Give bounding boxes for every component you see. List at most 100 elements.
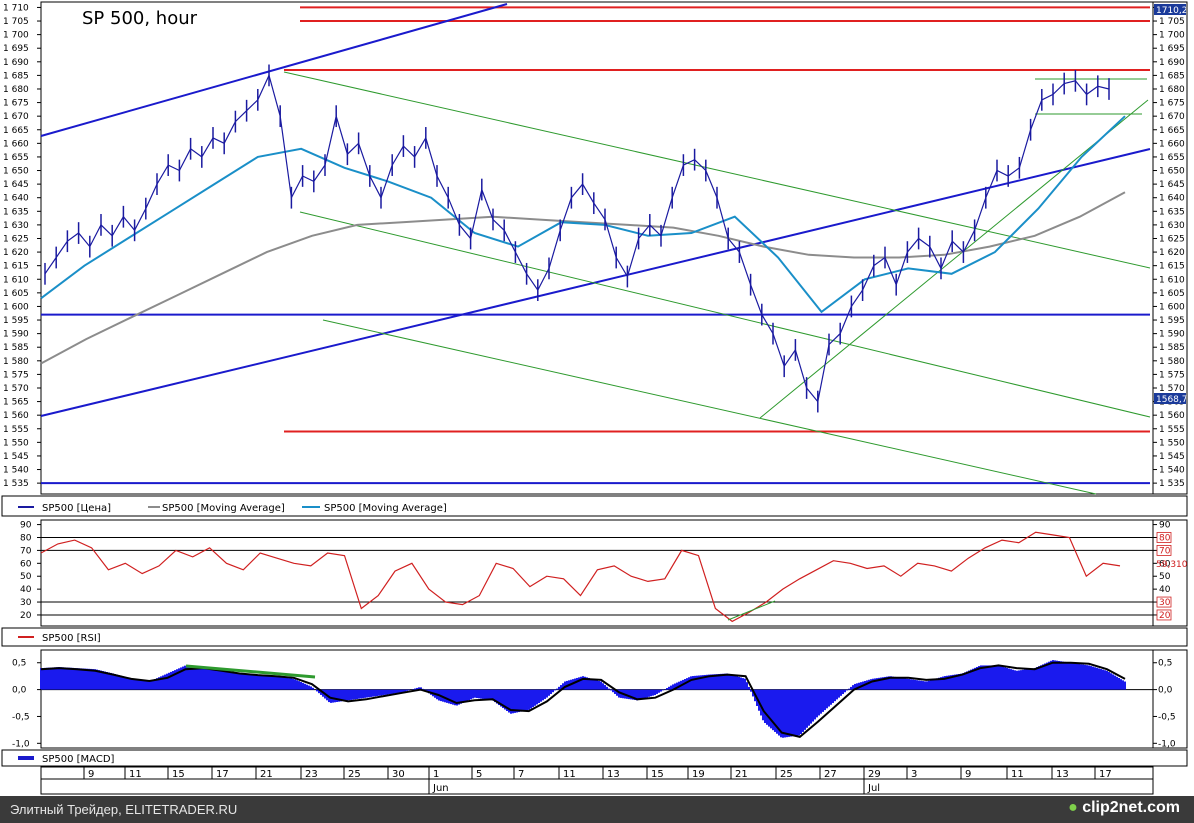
time-axis-frame [40, 766, 1154, 795]
time-day-label: 25 [348, 769, 361, 780]
price-tick-label: 1 655 [1159, 153, 1185, 163]
price-tick-label: 1 595 [1159, 316, 1185, 326]
rsi-last-value: 59,310 [1156, 560, 1188, 570]
rsi-tick-tag-box [1156, 532, 1172, 543]
price-tick-label-left: 1 620 [3, 248, 29, 258]
price-tick-label-left: 1 650 [3, 167, 29, 177]
time-day-label: 1 [433, 769, 439, 780]
rsi-tick-label-left: 50 [20, 572, 32, 582]
rsi-tick-label-right: 80 [1159, 533, 1171, 543]
time-month-label: Jul [867, 783, 880, 794]
price-tick-label: 1 610 [1159, 275, 1185, 285]
time-day-label: 30 [392, 769, 405, 780]
green-channel-bottom [322, 319, 1097, 495]
legend-label-ma-gray: SP500 [Moving Average] [162, 503, 285, 514]
price-tick-label-left: 1 635 [3, 207, 29, 217]
time-day-label: 5 [476, 769, 482, 780]
price-tick-label-left: 1 640 [3, 194, 29, 204]
price-tick-label: 1 700 [1159, 31, 1185, 41]
rsi-tick-label-right: 60 [1159, 559, 1171, 569]
rsi-panel-frame [40, 519, 1154, 627]
price-tick-label-left: 1 625 [3, 234, 29, 244]
price-tick-label-left: 1 685 [3, 71, 29, 81]
price-tick-label: 1 675 [1159, 99, 1185, 109]
price-tick-label: 1 680 [1159, 85, 1185, 95]
price-series [44, 64, 1110, 413]
chart-title: SP 500, hour [82, 8, 198, 29]
macd-tick-label-left: 0,5 [12, 659, 26, 669]
price-tick-label-left: 1 555 [3, 425, 29, 435]
price-legend-strip [1, 495, 1188, 517]
macd-tick-label-left: -1,0 [12, 739, 30, 749]
time-day-label: 23 [305, 769, 318, 780]
ma-fast-blue-line [40, 115, 1126, 314]
time-day-label: 9 [965, 769, 971, 780]
rsi-tick-label-right: 30 [1159, 598, 1171, 608]
time-day-label: 21 [735, 769, 748, 780]
price-tick-label: 1 670 [1159, 112, 1185, 122]
price-tick-label-left: 1 675 [3, 99, 29, 109]
price-tick-label-left: 1 655 [3, 153, 29, 163]
price-tag-last: 1568,7 [1156, 395, 1188, 405]
rsi-tick-label-left: 20 [20, 611, 32, 621]
price-tick-label: 1 645 [1159, 180, 1185, 190]
green-channel-top [283, 71, 1151, 269]
price-tick-label: 1 540 [1159, 466, 1185, 476]
price-tick-label: 1 560 [1159, 411, 1185, 421]
channel-lines [40, 3, 1151, 495]
price-tick-label: 1 635 [1159, 207, 1185, 217]
price-tag-top: 1710,2 [1156, 6, 1188, 16]
price-tick-label-left: 1 540 [3, 466, 29, 476]
price-tick-label-left: 1 560 [3, 411, 29, 421]
time-day-label: 11 [563, 769, 576, 780]
rsi-tick-label-right: 20 [1159, 611, 1171, 621]
price-tick-label: 1 545 [1159, 452, 1185, 462]
price-tick-label: 1 600 [1159, 302, 1185, 312]
price-tick-label: 1 615 [1159, 262, 1185, 272]
price-tick-label-left: 1 610 [3, 275, 29, 285]
price-tick-label-left: 1 565 [3, 398, 29, 408]
legend-label-ma-blue: SP500 [Moving Average] [324, 503, 447, 514]
time-day-label: 11 [129, 769, 142, 780]
price-tick-label: 1 665 [1159, 126, 1185, 136]
price-tick-label-left: 1 700 [3, 31, 29, 41]
price-tick-label-left: 1 710 [3, 3, 29, 13]
price-tick-label-left: 1 665 [3, 126, 29, 136]
rsi-tick-label-left: 40 [20, 585, 32, 595]
clip2net-logo-text: clip2net.com [1082, 799, 1180, 816]
price-tick-label: 1 630 [1159, 221, 1185, 231]
price-tick-label: 1 585 [1159, 343, 1185, 353]
price-tick-label: 1 705 [1159, 17, 1185, 27]
price-tag-top-box [1154, 4, 1186, 15]
rsi-tick-tag-box [1156, 596, 1172, 608]
price-tag-last-box [1154, 393, 1186, 404]
price-tick-label-left: 1 595 [3, 316, 29, 326]
legend-label-rsi: SP500 [RSI] [42, 633, 101, 644]
price-tick-label: 1 685 [1159, 71, 1185, 81]
macd-legend: SP500 [MACD] [18, 754, 115, 765]
price-tick-label-left: 1 690 [3, 58, 29, 68]
macd-tick-label-right: 0,0 [1158, 686, 1173, 696]
price-tick-label-left: 1 705 [3, 17, 29, 27]
rsi-line [40, 531, 1121, 623]
price-tick-label: 1 690 [1159, 58, 1185, 68]
time-axis: 9 11 15 17 21 23 25 30 1 5 7 11 13 15 19 21 25 27 29 3 9 11 13… [41, 767, 1153, 794]
rsi-tick-tag-box [1156, 545, 1172, 556]
time-day-label: 11 [1011, 769, 1024, 780]
time-day-label: 9 [88, 769, 94, 780]
rsi-legend: SP500 [RSI] [18, 633, 101, 644]
rsi-tick-label-left: 90 [20, 521, 32, 531]
macd-tick-label-right: -0,5 [1158, 712, 1176, 722]
price-tick-label-left: 1 605 [3, 289, 29, 299]
price-tick-label-left: 1 615 [3, 262, 29, 272]
time-day-label: 17 [216, 769, 229, 780]
macd-tick-label-left: 0,0 [12, 686, 27, 696]
price-levels [41, 6, 1150, 485]
clip2net-logo: ● clip2net.com [1068, 799, 1180, 816]
legend-label-macd: SP500 [MACD] [42, 754, 115, 765]
price-tick-label-left: 1 660 [3, 139, 29, 149]
time-day-label: 13 [1056, 769, 1069, 780]
time-month-label: Jun [432, 783, 449, 794]
macd-tick-label-right: 0,5 [1158, 659, 1172, 669]
